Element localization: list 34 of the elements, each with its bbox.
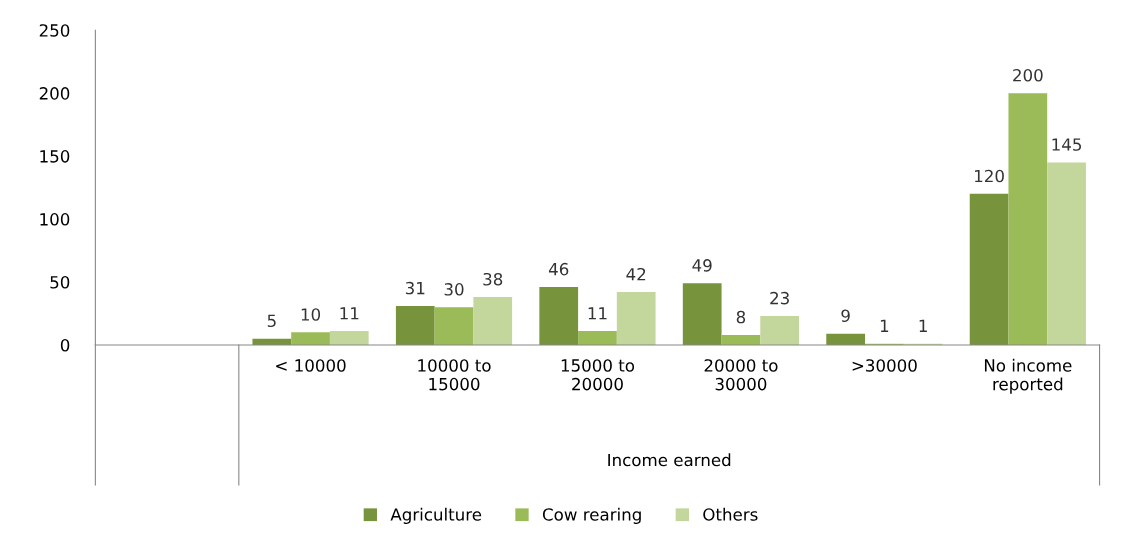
legend-label: Cow rearing	[542, 507, 641, 524]
data-label: 11	[340, 307, 359, 320]
legend-label: Others	[703, 507, 758, 521]
x-axis-title: Income earned	[608, 453, 731, 467]
x-tick-label: No income reported	[984, 358, 1072, 394]
data-label: 31	[405, 281, 425, 295]
data-label: 49	[692, 259, 712, 272]
data-label: 200	[1013, 68, 1043, 82]
x-tick-label: < 10000	[276, 359, 346, 372]
x-tick-label: 10000 to 15000	[418, 359, 491, 391]
y-tick-label: 100	[40, 213, 70, 226]
data-label: 9	[841, 309, 850, 323]
y-tick-label: 0	[60, 338, 70, 352]
x-tick-label: 15000 to 20000	[561, 359, 635, 391]
x-tick-label: 20000 to 30000	[704, 359, 778, 391]
data-label: 8	[736, 310, 746, 324]
legend-label: Agriculture	[390, 507, 482, 524]
y-tick-label: 150	[40, 150, 70, 163]
data-label: 1	[919, 319, 927, 332]
data-label: 11	[588, 307, 607, 320]
y-tick-label: 200	[39, 87, 70, 100]
data-label: 10	[301, 308, 321, 321]
data-label: 5	[267, 314, 276, 328]
data-label: 38	[483, 272, 503, 286]
data-label: 120	[975, 169, 1004, 183]
data-label: 46	[548, 262, 569, 276]
x-tick-label: >30000	[852, 359, 917, 372]
data-label: 23	[770, 291, 789, 305]
y-tick-label: 250	[39, 24, 70, 37]
y-tick-label: 50	[50, 275, 70, 289]
data-label: 30	[444, 283, 464, 296]
data-label: 42	[626, 267, 646, 281]
data-label: 145	[1052, 138, 1082, 151]
data-label: 1	[880, 319, 889, 332]
